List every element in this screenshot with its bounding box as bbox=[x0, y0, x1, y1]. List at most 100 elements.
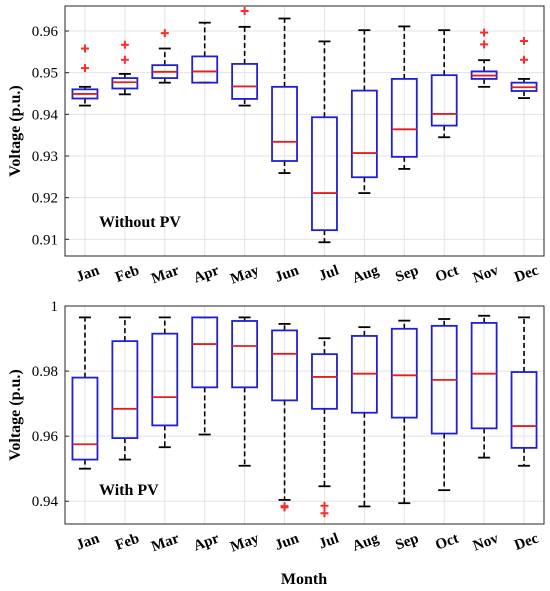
box-jan bbox=[71, 44, 99, 107]
iqr-box bbox=[311, 116, 338, 232]
plot-frame bbox=[64, 5, 545, 257]
y-tick-label: 0.98 bbox=[32, 364, 58, 380]
iqr-box bbox=[430, 74, 458, 127]
x-tick-label: Jan bbox=[74, 262, 102, 285]
box-oct bbox=[430, 29, 458, 139]
box-jul bbox=[311, 40, 338, 244]
iqr-box bbox=[191, 316, 219, 389]
outlier-marker bbox=[520, 37, 529, 45]
y-tick-labels: 0.91 0.92 0.93 0.94 0.95 0.96 bbox=[32, 24, 69, 248]
outlier-marker bbox=[240, 7, 249, 15]
box-sep bbox=[390, 25, 418, 170]
outlier-marker bbox=[520, 55, 529, 64]
x-tick-label: Mar bbox=[149, 262, 181, 287]
iqr-box bbox=[350, 89, 378, 179]
outlier-marker bbox=[480, 28, 489, 37]
iqr-box bbox=[111, 340, 139, 440]
iqr-box bbox=[271, 329, 298, 402]
x-tick-label: May bbox=[228, 530, 261, 555]
outlier-marker bbox=[480, 40, 489, 49]
box-aug bbox=[350, 326, 378, 508]
chart-without-pv: 0.91 0.92 0.93 0.94 0.95 0.96 Jan Feb Mar Apr May… bbox=[7, 5, 545, 288]
iqr-box bbox=[390, 78, 418, 158]
x-tick-label: Oct bbox=[433, 531, 460, 554]
x-tick-label: Apr bbox=[192, 530, 222, 554]
box-jun bbox=[271, 322, 298, 512]
x-tick-label: May bbox=[228, 262, 261, 287]
box-jul bbox=[311, 337, 338, 518]
iqr-box bbox=[151, 332, 179, 427]
outlier-marker bbox=[320, 501, 329, 510]
x-tick-label: Jun bbox=[273, 262, 302, 286]
iqr-box bbox=[390, 327, 418, 419]
x-tick-label: Feb bbox=[113, 531, 141, 554]
x-tick-label: Aug bbox=[350, 262, 381, 286]
box-jan bbox=[71, 316, 99, 470]
outlier-marker bbox=[120, 55, 129, 64]
box-mar bbox=[151, 29, 179, 84]
plot-frame bbox=[64, 305, 545, 525]
box-dec bbox=[510, 316, 538, 467]
box-nov bbox=[470, 28, 498, 88]
iqr-box bbox=[191, 55, 219, 84]
iqr-box bbox=[231, 320, 259, 389]
outlier-marker bbox=[120, 40, 129, 49]
x-tick-label: Jan bbox=[74, 530, 102, 553]
x-tick-labels: Jan Feb Mar Apr May Jun Jul Aug Sep Oct Nov Dec bbox=[74, 530, 541, 555]
x-tick-label: Jun bbox=[273, 530, 302, 554]
chart-with-pv: 0.94 0.96 0.98 1 Jan Feb Mar Apr May Jun Jul Aug Se… bbox=[7, 299, 545, 588]
outlier-marker bbox=[320, 509, 329, 518]
box-aug bbox=[350, 29, 378, 194]
box-sep bbox=[390, 319, 418, 505]
box-jun bbox=[271, 17, 298, 174]
x-tick-label: Sep bbox=[393, 263, 420, 286]
x-tick-labels: Jan Feb Mar Apr May Jun Jul Aug Sep Oct Nov Dec bbox=[74, 262, 541, 287]
iqr-box bbox=[470, 322, 498, 430]
x-tick-label: Nov bbox=[471, 262, 501, 286]
box-feb bbox=[111, 40, 139, 96]
y-tick-label: 0.96 bbox=[32, 24, 59, 40]
x-tick-label: Feb bbox=[113, 263, 141, 286]
y-tick-label: 0.95 bbox=[32, 66, 58, 82]
x-axis-label: Month bbox=[281, 571, 327, 588]
iqr-box bbox=[311, 353, 338, 410]
x-tick-label: Sep bbox=[393, 531, 420, 554]
y-tick-label: 0.92 bbox=[32, 191, 58, 207]
iqr-box bbox=[231, 63, 259, 100]
y-tick-label: 0.94 bbox=[32, 494, 59, 510]
x-tick-label: Dec bbox=[512, 530, 540, 553]
panel-annotation: Without PV bbox=[99, 214, 181, 231]
x-tick-label: Jul bbox=[317, 531, 341, 553]
box-may bbox=[231, 7, 259, 107]
x-tick-label: Apr bbox=[192, 262, 222, 286]
x-tick-label: Aug bbox=[350, 530, 381, 554]
box-mar bbox=[151, 316, 179, 449]
boxplots bbox=[71, 7, 538, 244]
y-tick-label: 0.96 bbox=[32, 429, 59, 445]
box-apr bbox=[191, 316, 219, 436]
y-tick-label: 1 bbox=[51, 299, 59, 315]
y-tick-label: 0.94 bbox=[32, 107, 59, 123]
outlier-marker bbox=[280, 503, 289, 512]
x-tick-label: Oct bbox=[433, 263, 460, 286]
box-nov bbox=[470, 314, 498, 459]
iqr-box bbox=[71, 376, 99, 461]
y-axis-label: Voltage (p.u.) bbox=[7, 85, 24, 176]
y-axis-label: Voltage (p.u.) bbox=[7, 369, 24, 460]
y-tick-labels: 0.94 0.96 0.98 1 bbox=[32, 299, 69, 510]
box-feb bbox=[111, 316, 139, 461]
box-apr bbox=[191, 21, 219, 84]
outlier-marker bbox=[80, 64, 89, 73]
outlier-marker bbox=[80, 44, 89, 53]
iqr-box bbox=[271, 85, 298, 162]
x-tick-label: Nov bbox=[471, 530, 501, 554]
x-tick-label: Jul bbox=[317, 263, 341, 285]
y-tick-label: 0.93 bbox=[32, 149, 58, 165]
iqr-box bbox=[510, 371, 538, 449]
iqr-box bbox=[111, 77, 139, 90]
boxplots bbox=[71, 314, 538, 518]
box-oct bbox=[430, 318, 458, 492]
x-tick-label: Dec bbox=[512, 262, 540, 285]
box-may bbox=[231, 316, 259, 467]
